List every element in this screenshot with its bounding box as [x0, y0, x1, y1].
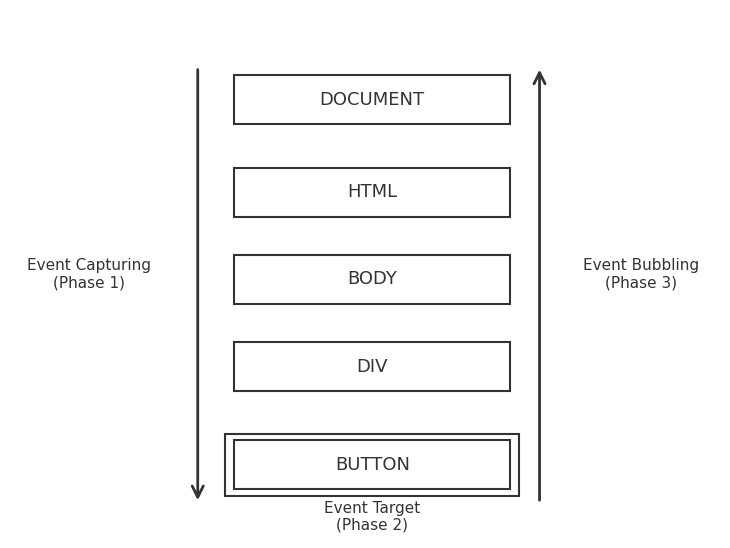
Text: DIV: DIV [356, 358, 388, 376]
FancyBboxPatch shape [234, 168, 510, 217]
Text: Event Target
(Phase 2): Event Target (Phase 2) [324, 500, 420, 533]
Text: BUTTON: BUTTON [335, 456, 410, 474]
FancyBboxPatch shape [234, 255, 510, 304]
FancyBboxPatch shape [234, 440, 510, 489]
Text: Event Capturing
(Phase 1): Event Capturing (Phase 1) [27, 258, 150, 290]
FancyBboxPatch shape [234, 342, 510, 391]
FancyBboxPatch shape [234, 75, 510, 124]
Text: HTML: HTML [347, 183, 397, 201]
Text: BODY: BODY [347, 271, 397, 288]
Text: DOCUMENT: DOCUMENT [320, 90, 425, 109]
Text: Event Bubbling
(Phase 3): Event Bubbling (Phase 3) [583, 258, 699, 290]
